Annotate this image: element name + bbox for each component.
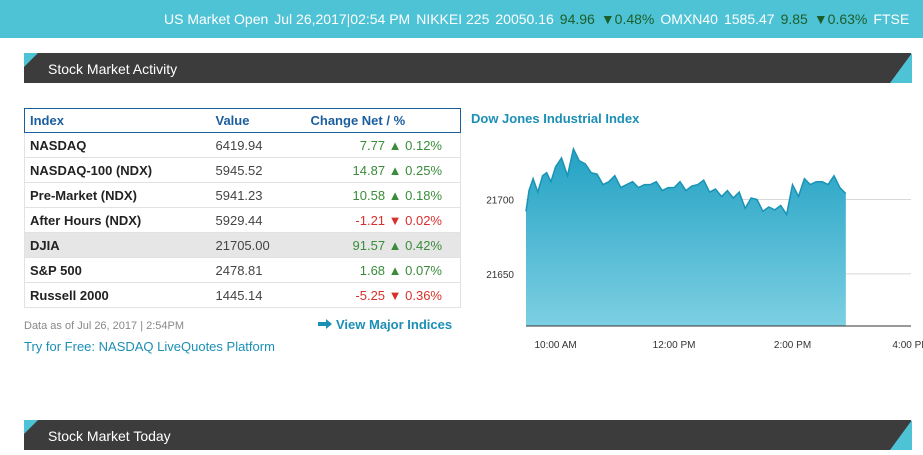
table-row[interactable]: S&P 500 2478.81 1.68 ▲ 0.07% (24, 257, 461, 283)
row-index-name[interactable]: Pre-Market (NDX) (24, 182, 211, 208)
col-header-change: Change Net / % (305, 108, 461, 133)
x-tick-label: 10:00 AM (534, 340, 576, 351)
table-row[interactable]: After Hours (NDX) 5929.44 -1.21 ▼ 0.02% (24, 207, 461, 233)
table-row[interactable]: Russell 2000 1445.14 -5.25 ▼ 0.36% (24, 282, 461, 308)
row-value: 21705.00 (210, 232, 306, 258)
header-accent-right (890, 53, 912, 83)
table-row[interactable]: Pre-Market (NDX) 5941.23 10.58 ▲ 0.18% (24, 182, 461, 208)
section-header-today: Stock Market Today (24, 420, 912, 450)
x-tick-label: 4:00 PM (892, 340, 923, 351)
section-header-activity: Stock Market Activity (24, 53, 912, 83)
ticker-item-change: 9.85 (780, 11, 808, 27)
ticker-status: US Market Open (164, 11, 269, 27)
series-area (526, 148, 846, 326)
chart-title: Dow Jones Industrial Index (471, 111, 640, 126)
row-change: -5.25 ▼ 0.36% (305, 282, 461, 308)
row-index-name[interactable]: NASDAQ (24, 132, 211, 158)
row-value: 5941.23 (210, 182, 306, 208)
row-index-name[interactable]: NASDAQ-100 (NDX) (24, 157, 211, 183)
row-change: 1.68 ▲ 0.07% (305, 257, 461, 283)
table-row[interactable]: NASDAQ-100 (NDX) 5945.52 14.87 ▲ 0.25% (24, 157, 461, 183)
ticker-item-value: 1585.47 (723, 11, 775, 27)
ticker-item-name[interactable]: OMXN40 (660, 11, 718, 27)
series-line (525, 146, 847, 217)
ticker-item-pct: ▼0.48% (600, 11, 655, 27)
ticker-item-pct: ▼0.63% (813, 11, 868, 27)
row-change: 7.77 ▲ 0.12% (305, 132, 461, 158)
row-index-name[interactable]: DJIA (24, 232, 211, 258)
x-tick-label: 2:00 PM (774, 340, 811, 351)
col-header-value: Value (210, 108, 306, 133)
row-index-name[interactable]: After Hours (NDX) (24, 207, 211, 233)
col-header-index: Index (24, 108, 211, 133)
y-tick-label: 21700 (486, 196, 514, 207)
table-row[interactable]: NASDAQ 6419.94 7.77 ▲ 0.12% (24, 132, 461, 158)
row-change: 10.58 ▲ 0.18% (305, 182, 461, 208)
row-change: 91.57 ▲ 0.42% (305, 232, 461, 258)
arrow-right-icon (318, 319, 332, 329)
row-change: 14.87 ▲ 0.25% (305, 157, 461, 183)
row-value: 6419.94 (210, 132, 306, 158)
ticker-item-value: 20050.16 (495, 11, 554, 27)
row-index-name[interactable]: Russell 2000 (24, 282, 211, 308)
table-row[interactable]: DJIA 21705.00 91.57 ▲ 0.42% (24, 232, 461, 258)
x-tick-label: 12:00 PM (653, 340, 696, 351)
row-value: 5929.44 (210, 207, 306, 233)
ticker-datetime: Jul 26,2017|02:54 PM (274, 11, 411, 27)
section-title: Stock Market Activity (48, 61, 178, 77)
ticker-item-change: 94.96 (559, 11, 595, 27)
y-tick-label: 21650 (486, 270, 514, 281)
market-ticker: US Market Open Jul 26,2017|02:54 PM NIKK… (0, 0, 923, 38)
row-change: -1.21 ▼ 0.02% (305, 207, 461, 233)
ticker-item-name[interactable]: FTSE (873, 11, 910, 27)
row-value: 1445.14 (210, 282, 306, 308)
header-accent (24, 420, 38, 434)
data-timestamp: Data as of Jul 26, 2017 | 2:54PM (24, 320, 185, 332)
index-table: Index Value Change Net / % NASDAQ 6419.94… (24, 108, 461, 308)
try-for-free-link[interactable]: Try for Free: NASDAQ LiveQuotes Platform (24, 339, 275, 354)
table-header-row: Index Value Change Net / % (24, 108, 461, 133)
row-index-name[interactable]: S&P 500 (24, 257, 211, 283)
ticker-item-name[interactable]: NIKKEI 225 (416, 11, 490, 27)
dow-jones-chart: 21700 21650 10:00 AM 12:00 PM 2:00 PM 4:00 PM (486, 146, 923, 351)
row-value: 2478.81 (210, 257, 306, 283)
header-accent-right (890, 420, 912, 450)
section-title: Stock Market Today (48, 428, 171, 444)
header-accent (24, 53, 38, 67)
view-major-indices-label: View Major Indices (336, 317, 453, 332)
view-major-indices-link[interactable]: View Major Indices (318, 317, 452, 332)
row-value: 5945.52 (210, 157, 306, 183)
